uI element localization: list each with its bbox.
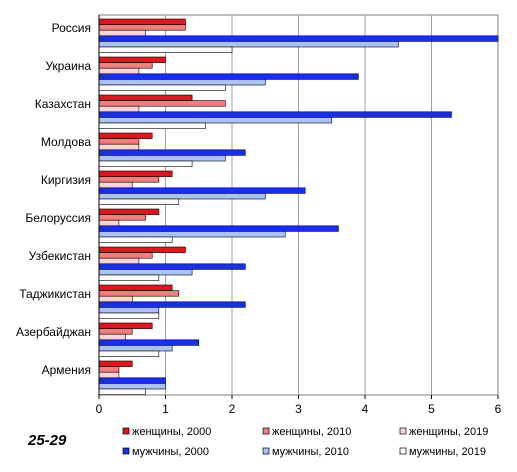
- category-label: Армения: [42, 363, 91, 377]
- plot-area: 0 1 2 3 4 5 6 Россия Украина Казахстан Молдова Кирг…: [16, 14, 502, 416]
- x-tick-label: 6: [495, 402, 502, 416]
- bar: [98, 176, 160, 183]
- bar: [98, 219, 120, 227]
- bar: [98, 322, 153, 329]
- legend-swatch: [262, 427, 270, 435]
- bar: [98, 24, 186, 31]
- bar: [98, 46, 233, 53]
- legend-swatch: [399, 447, 407, 455]
- category-label: Россия: [52, 21, 91, 35]
- bar: [98, 214, 146, 221]
- legend-swatch: [122, 427, 130, 435]
- bar: [98, 160, 193, 167]
- bar: [98, 236, 173, 243]
- bar: [98, 122, 206, 129]
- bar: [98, 350, 160, 357]
- bar: [98, 41, 399, 48]
- bar: [98, 295, 133, 303]
- bar: [98, 181, 133, 189]
- bar: [98, 307, 160, 314]
- bar: [98, 269, 193, 276]
- bar: [98, 301, 246, 308]
- x-tick-label: 2: [229, 402, 236, 416]
- x-tick-label: 3: [295, 402, 302, 416]
- bar: [98, 143, 140, 151]
- bar: [98, 132, 153, 139]
- bar: [98, 225, 339, 232]
- bar: [98, 117, 333, 124]
- x-tick-label: 4: [362, 402, 369, 416]
- bar: [98, 366, 120, 373]
- legend-swatch: [399, 427, 407, 435]
- bar: [98, 246, 186, 253]
- category-label: Белоруссия: [25, 211, 91, 225]
- bar: [98, 360, 133, 367]
- legend-label: мужчины, 2000: [132, 446, 209, 458]
- legend-label: мужчины, 2019: [409, 446, 486, 458]
- bar: [98, 274, 160, 281]
- bar: [98, 79, 266, 86]
- bar: [98, 290, 180, 297]
- bar: [98, 149, 246, 156]
- legend-label: мужчины, 2010: [272, 446, 349, 458]
- category-label: Молдова: [41, 135, 91, 149]
- category-label: Азербайджан: [16, 325, 91, 339]
- bar: [98, 100, 226, 107]
- x-tick-label: 0: [96, 402, 103, 416]
- bar: [98, 187, 306, 194]
- bar: [98, 345, 173, 352]
- category-label: Казахстан: [35, 97, 91, 111]
- legend: женщины, 2000 женщины, 2010 женщины, 2019 м…: [122, 426, 488, 458]
- bar: [98, 257, 140, 265]
- bar: [98, 328, 133, 335]
- bar: [98, 67, 140, 75]
- bar: [98, 155, 226, 162]
- bar: [98, 231, 286, 238]
- bar: [98, 29, 146, 37]
- bar: [98, 84, 226, 91]
- bar: [98, 383, 166, 390]
- bar: [98, 56, 166, 63]
- bar: [98, 18, 186, 25]
- legend-swatch: [122, 447, 130, 455]
- legend-label: женщины, 2000: [132, 426, 211, 438]
- category-label: Украина: [45, 59, 91, 73]
- legend-label: женщины, 2010: [272, 426, 351, 438]
- bar: [98, 94, 193, 101]
- bar: [98, 105, 140, 113]
- bar: [98, 198, 180, 205]
- bar: [98, 263, 246, 270]
- bar: [98, 284, 173, 291]
- bar: [98, 62, 153, 69]
- bar: [98, 252, 153, 259]
- bar: [98, 73, 359, 80]
- legend-label: женщины, 2019: [409, 426, 488, 438]
- category-label: Узбекистан: [29, 249, 91, 263]
- bar: [98, 170, 173, 177]
- legend-swatch: [262, 447, 270, 455]
- bar: [98, 208, 160, 215]
- x-tick-label: 5: [428, 402, 435, 416]
- bar: [98, 388, 146, 395]
- bar: [98, 35, 499, 42]
- category-label: Киргизия: [41, 173, 91, 187]
- bar: [98, 312, 160, 319]
- age-group-label: 25-29: [28, 432, 67, 449]
- bar: [98, 339, 200, 346]
- bar: [98, 377, 166, 384]
- bar: [98, 333, 126, 341]
- category-label: Таджикистан: [19, 287, 91, 301]
- x-tick-label: 1: [162, 402, 169, 416]
- bar: [98, 371, 120, 379]
- bar: [98, 193, 266, 200]
- bar: [98, 111, 452, 118]
- bar: [98, 138, 140, 145]
